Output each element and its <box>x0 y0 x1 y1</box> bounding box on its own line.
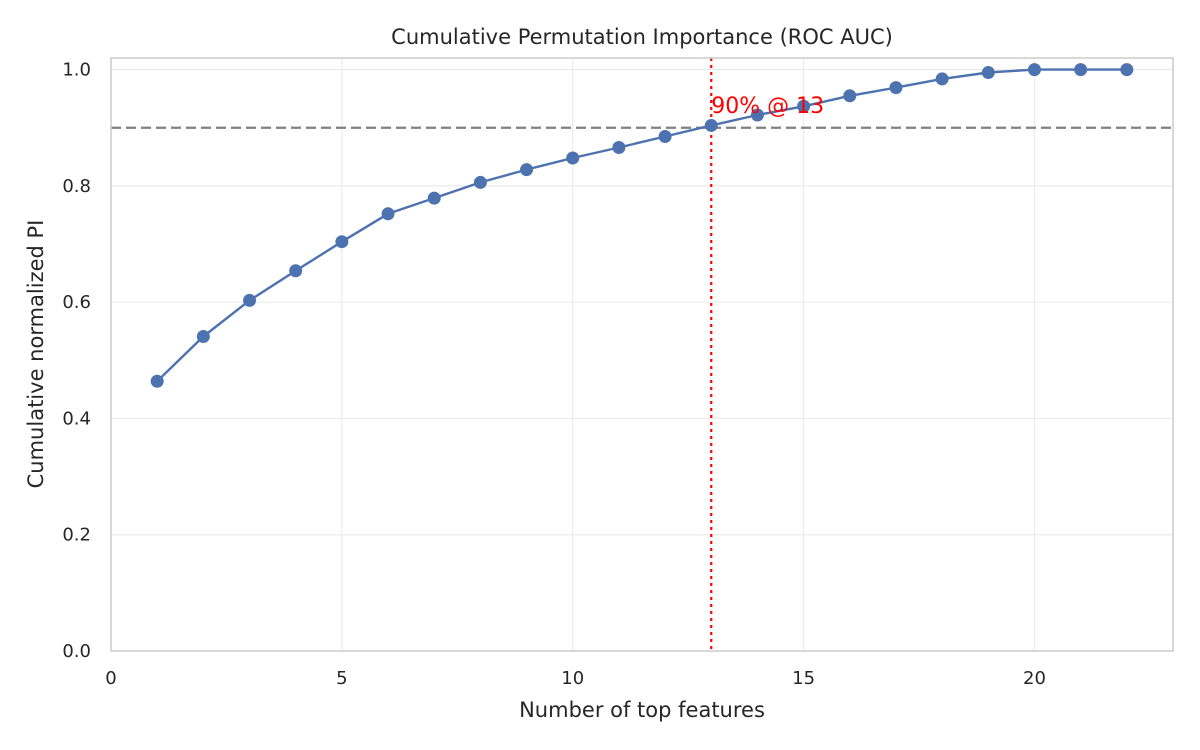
data-point <box>473 175 487 189</box>
x-tick-label: 5 <box>336 668 347 689</box>
data-point <box>289 264 303 278</box>
data-point <box>1120 63 1134 77</box>
y-tick-label: 0.6 <box>62 292 91 313</box>
data-point <box>750 108 764 122</box>
y-ticks: 0.0 0.2 0.4 0.6 0.8 1.0 <box>62 60 91 662</box>
x-tick-label: 10 <box>561 668 584 689</box>
data-point <box>889 81 903 95</box>
data-point <box>243 293 257 307</box>
threshold-annotation: 90% @ 13 <box>711 94 824 119</box>
series-layer <box>150 63 1134 388</box>
y-tick-label: 0.0 <box>62 641 91 662</box>
data-point <box>658 129 672 143</box>
data-point <box>797 99 811 113</box>
data-point <box>704 118 718 132</box>
x-tick-label: 0 <box>105 668 116 689</box>
series-line <box>156 68 1127 383</box>
y-tick-label: 0.2 <box>62 525 91 546</box>
data-point <box>520 163 534 177</box>
data-point <box>381 207 395 221</box>
data-point <box>150 374 164 388</box>
x-axis-label: Number of top features <box>519 698 765 722</box>
data-point <box>981 66 995 80</box>
data-point <box>1074 63 1088 77</box>
data-point <box>335 235 349 249</box>
data-point <box>1027 63 1041 77</box>
x-tick-label: 20 <box>1023 668 1046 689</box>
reference-lines <box>111 58 1173 651</box>
annotations: 90% @ 13 <box>711 94 824 119</box>
data-point <box>196 329 210 343</box>
data-point <box>843 89 857 103</box>
data-point <box>935 72 949 86</box>
y-tick-label: 0.8 <box>62 176 91 197</box>
x-ticks: 0 5 10 15 20 <box>105 668 1046 689</box>
y-axis-label: Cumulative normalized PI <box>24 220 48 489</box>
data-point <box>612 141 626 155</box>
x-tick-label: 15 <box>792 668 815 689</box>
y-tick-label: 1.0 <box>62 60 91 81</box>
chart-title: Cumulative Permutation Importance (ROC A… <box>391 25 893 49</box>
plot-background <box>111 58 1173 651</box>
y-tick-label: 0.4 <box>62 408 91 429</box>
plot-frame <box>110 57 1174 652</box>
data-point <box>566 151 580 165</box>
data-point <box>427 191 441 205</box>
